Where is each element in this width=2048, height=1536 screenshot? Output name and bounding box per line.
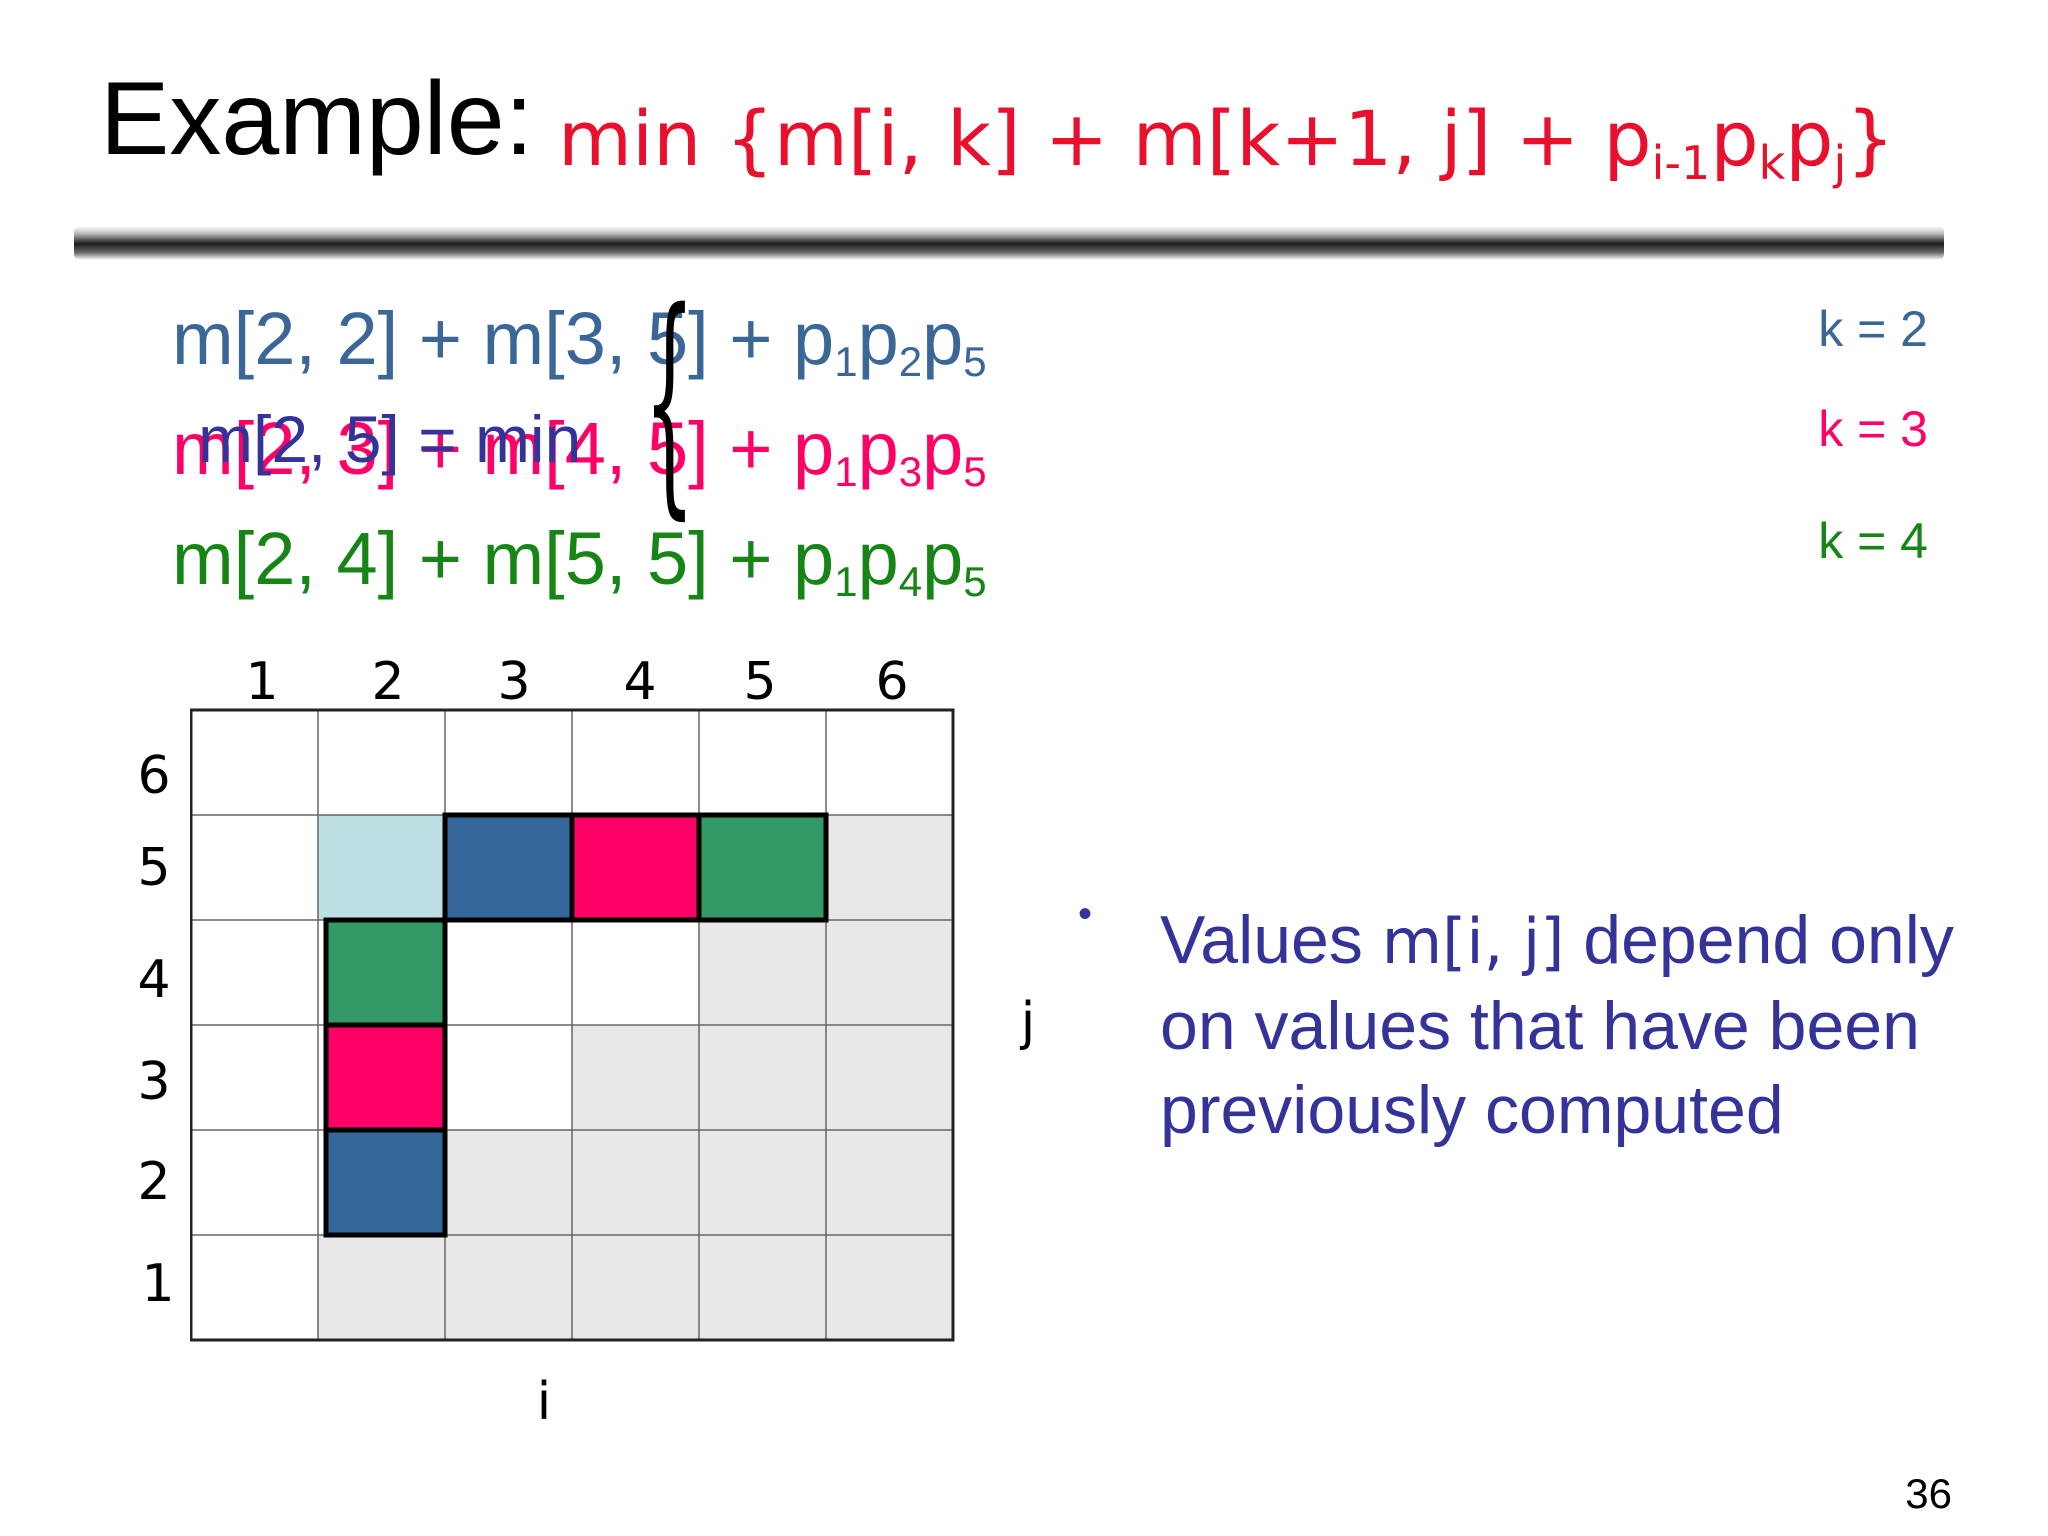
equation-k3-p2: p xyxy=(857,407,899,490)
col-label-5: 5 xyxy=(743,652,777,712)
dp-table-grid xyxy=(190,708,955,1342)
page-number: 36 xyxy=(1905,1470,1952,1517)
formula-sub-k: k xyxy=(1758,136,1786,190)
equation-k4-p2: p xyxy=(857,517,899,600)
cell-m23-pink xyxy=(323,1022,448,1133)
slide-title: Example: xyxy=(100,62,534,176)
equation-k2-p2: p xyxy=(857,297,899,380)
cell-m35-blue xyxy=(442,812,575,923)
grey-cell xyxy=(826,920,953,1025)
equation-k2: m[2, 2] + m[3, 5] + p1p2p5 xyxy=(172,302,987,383)
bullet-code: m[i, j] xyxy=(1381,905,1565,978)
formula-p-j: p xyxy=(1785,94,1834,183)
bullet-text: Values m[i, j] depend only on values tha… xyxy=(1160,898,2020,1152)
k-label-2: k = 2 xyxy=(1818,301,1928,357)
curly-brace: { xyxy=(644,261,695,540)
title-formula: min {m[i, k] + m[k+1, j] + pi-1pkpj} xyxy=(558,94,1895,190)
grey-cell xyxy=(699,1235,826,1340)
equation-k3: m[2, 3] + m[4, 5] + p1p3p5 xyxy=(172,412,987,493)
formula-p-k: p xyxy=(1710,94,1759,183)
grey-cell xyxy=(826,1130,953,1235)
equation-k2-sub1: 1 xyxy=(834,338,858,385)
row-label-1: 1 xyxy=(141,1254,175,1314)
row-label-5: 5 xyxy=(137,838,171,898)
grey-cell xyxy=(572,1025,699,1130)
grey-cell xyxy=(445,1130,572,1235)
title-divider xyxy=(74,226,1944,260)
formula-end: } xyxy=(1846,94,1895,183)
equation-k2-sub3: 5 xyxy=(963,338,987,385)
equation-k2-p3: p xyxy=(922,297,964,380)
col-label-1: 1 xyxy=(245,652,279,712)
row-label-6: 6 xyxy=(137,746,171,806)
row-label-4: 4 xyxy=(137,950,171,1010)
grey-cell xyxy=(826,1235,953,1340)
equation-k4-sub1: 1 xyxy=(834,558,858,605)
grey-cell xyxy=(318,1235,445,1340)
cell-m55-green xyxy=(696,812,829,923)
grey-cells xyxy=(318,815,953,1340)
axis-label-j: j xyxy=(1020,992,1036,1052)
equation-overlay-m25: m[2, 5] = min xyxy=(198,402,582,476)
col-label-4: 4 xyxy=(623,652,657,712)
bullet-text-before: Values xyxy=(1160,902,1382,978)
equation-k2-main: m[2, 2] + m[3, 5] + p xyxy=(172,297,835,380)
col-label-3: 3 xyxy=(497,652,531,712)
col-label-2: 2 xyxy=(371,652,405,712)
title-label: Example: xyxy=(100,61,534,177)
equation-k3-main: m[2, 3] + m[4, 5] + p xyxy=(172,407,835,490)
k-label-4: k = 4 xyxy=(1818,513,1928,569)
k-label-3: k = 3 xyxy=(1818,401,1928,457)
grey-cell xyxy=(572,1235,699,1340)
grey-cell xyxy=(699,920,826,1025)
equation-k3-sub1: 1 xyxy=(834,448,858,495)
bullet-icon: • xyxy=(1078,892,1093,936)
cell-m45-pink xyxy=(569,812,702,923)
equation-k3-sub2: 3 xyxy=(898,448,923,495)
cell-m24-green xyxy=(323,917,448,1028)
grey-cell xyxy=(572,1130,699,1235)
equation-k3-sub3: 5 xyxy=(963,448,987,495)
grey-cell xyxy=(445,1235,572,1340)
cell-m22-blue xyxy=(323,1127,448,1238)
equation-k4-main: m[2, 4] + m[5, 5] + p xyxy=(172,517,835,600)
grid-border xyxy=(190,708,955,1342)
formula-sub-j: j xyxy=(1833,136,1847,190)
equation-k2-sub2: 2 xyxy=(898,338,923,385)
row-label-3: 3 xyxy=(137,1052,171,1112)
grey-cell xyxy=(826,815,953,920)
equation-k4-p3: p xyxy=(922,517,964,600)
axis-label-i: i xyxy=(536,1372,552,1432)
formula-sub-i-1: i-1 xyxy=(1651,136,1711,190)
equation-k3-p3: p xyxy=(922,407,964,490)
target-cell-m25 xyxy=(318,815,445,920)
grey-cell xyxy=(826,1025,953,1130)
equation-k4: m[2, 4] + m[5, 5] + p1p4p5 xyxy=(172,522,987,603)
grey-cell xyxy=(699,1130,826,1235)
col-label-6: 6 xyxy=(875,652,909,712)
grey-cell xyxy=(699,1025,826,1130)
bullet-text-after: depend only on values that have been pre… xyxy=(1160,902,1954,1148)
equation-k4-sub2: 4 xyxy=(898,558,923,605)
formula-main: min {m[i, k] + m[k+1, j] + p xyxy=(558,94,1652,183)
row-label-2: 2 xyxy=(137,1152,171,1212)
equation-k4-sub3: 5 xyxy=(963,558,987,605)
